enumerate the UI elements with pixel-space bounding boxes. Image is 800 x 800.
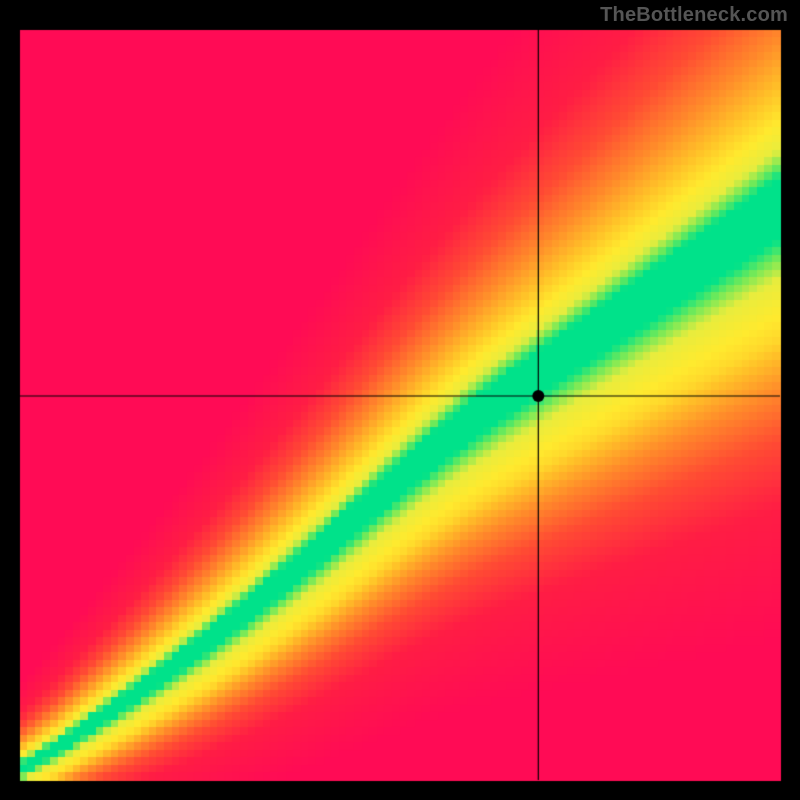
bottleneck-heatmap: [0, 0, 800, 800]
watermark-text: TheBottleneck.com: [600, 4, 788, 27]
